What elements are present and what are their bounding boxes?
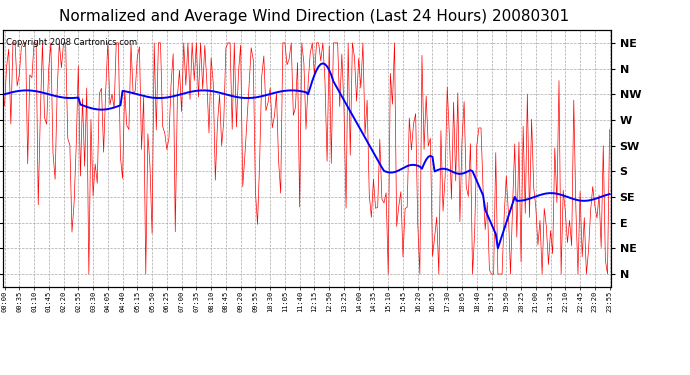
Text: Copyright 2008 Cartronics.com: Copyright 2008 Cartronics.com	[6, 38, 137, 47]
Text: Normalized and Average Wind Direction (Last 24 Hours) 20080301: Normalized and Average Wind Direction (L…	[59, 9, 569, 24]
